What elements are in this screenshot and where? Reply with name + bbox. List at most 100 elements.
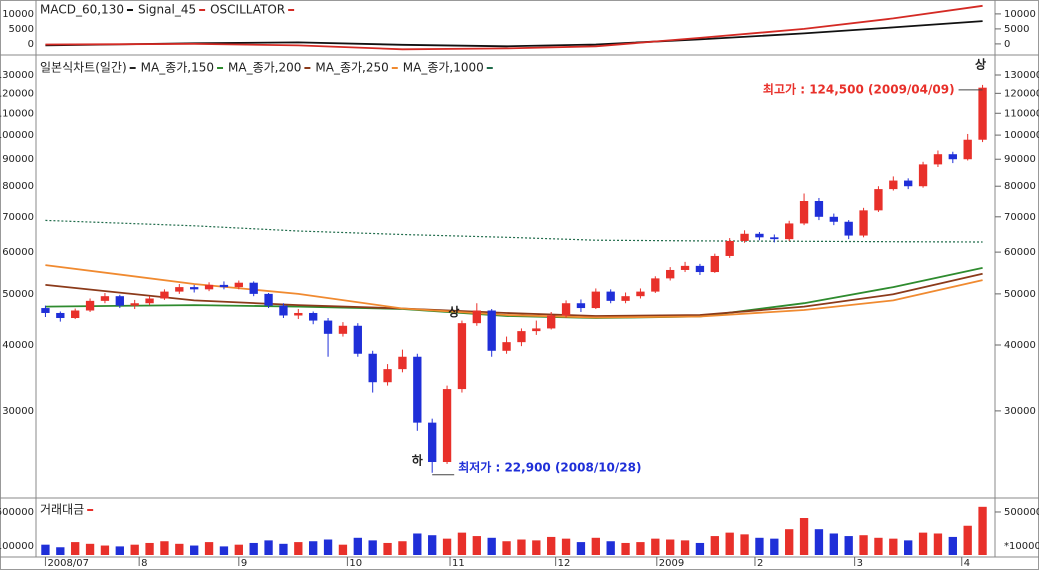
candle-body <box>695 265 705 273</box>
volume-bar <box>948 536 957 555</box>
candle-body <box>442 389 452 463</box>
unit-label: *100000 <box>1004 541 1039 552</box>
candle-body <box>175 287 184 292</box>
y-tick-label: 70000 <box>1004 212 1036 223</box>
x-tick-label: 11 <box>452 558 465 569</box>
y-tick-label: 30000 <box>1004 406 1036 417</box>
y-tick-label: 100000 <box>1004 130 1039 141</box>
y-tick-label: 130000 <box>1004 70 1039 81</box>
legend-label: Signal_45 <box>138 3 196 17</box>
volume-bar <box>933 533 943 555</box>
y-tick-label: 110000 <box>1004 108 1039 119</box>
legend-label: MACD_60,130 <box>40 3 124 17</box>
candle-body <box>978 87 987 140</box>
candle-body <box>279 305 288 316</box>
y-tick-label: 130000 <box>0 70 34 81</box>
y-tick-label: 80000 <box>2 181 34 192</box>
volume-bar <box>56 547 65 555</box>
candle-body <box>710 255 719 273</box>
candle-body <box>829 216 838 222</box>
volume-bar <box>264 540 273 555</box>
volume-bar <box>175 543 184 555</box>
volume-bar <box>487 537 496 555</box>
candle-body <box>323 320 333 334</box>
volume-bar <box>651 538 660 555</box>
unit-label: *100000 <box>0 541 34 552</box>
candle-body <box>725 240 734 256</box>
candle-body <box>115 296 124 306</box>
volume-bar <box>338 544 348 555</box>
volume-bar <box>695 542 705 555</box>
candle-body <box>85 300 95 311</box>
candle-body <box>874 189 883 211</box>
candle-body <box>294 312 303 316</box>
volume-bar <box>190 545 199 555</box>
candle-body <box>576 303 586 309</box>
legend-label: MA_종가,150 <box>141 61 214 75</box>
candle-body <box>591 291 600 309</box>
y-tick-label: 80000 <box>1004 181 1036 192</box>
candle-body <box>532 328 541 332</box>
y-tick-label: 90000 <box>2 154 34 165</box>
volume-bar <box>785 529 794 555</box>
y-tick-label: 40000 <box>2 340 34 351</box>
x-tick-label: 3 <box>857 558 863 569</box>
volume-bar <box>413 533 422 555</box>
legend-label: OSCILLATOR <box>210 3 285 17</box>
volume-bar <box>41 544 50 555</box>
candle-body <box>383 369 392 383</box>
x-tick-label: 2 <box>757 558 763 569</box>
volume-bar <box>71 542 80 555</box>
candle-body <box>621 296 630 301</box>
x-tick-label: 9 <box>241 558 247 569</box>
y-tick-label: 100000 <box>0 130 34 141</box>
candle-body <box>100 296 110 301</box>
candle-body <box>457 323 467 390</box>
volume-bar <box>85 543 95 555</box>
candle-body <box>41 308 50 313</box>
volume-bar <box>859 535 868 555</box>
volume-bar <box>204 542 214 555</box>
candle-body <box>249 282 258 294</box>
y-tick-label: 30000 <box>2 406 34 417</box>
y-tick-label: 0 <box>28 39 34 50</box>
candle-body <box>636 291 645 297</box>
legend-label: 거래대금 <box>40 503 84 517</box>
y-tick-label: 110000 <box>0 108 34 119</box>
volume-bar <box>606 541 615 555</box>
candle-body <box>606 291 615 301</box>
y-tick-label: 60000 <box>1004 247 1036 258</box>
y-tick-label: 70000 <box>2 212 34 223</box>
volume-bar <box>130 544 139 555</box>
line-series <box>45 4 983 51</box>
candle-body <box>130 303 139 306</box>
volume-bar <box>368 540 377 555</box>
volume-bar <box>502 541 511 555</box>
candle-body <box>145 298 154 304</box>
volume-bar <box>740 534 749 555</box>
legend-label: 일본식차트(일간) <box>40 61 127 75</box>
volume-bar <box>666 539 675 555</box>
volume-bar <box>160 541 169 555</box>
volume-bar <box>755 537 764 555</box>
y-tick-label: 50000 <box>2 289 34 300</box>
annotation: 최저가 : 22,900 (2008/10/28) <box>458 459 641 474</box>
volume-bar <box>576 542 586 555</box>
candle-body <box>160 291 169 299</box>
line-series <box>45 219 983 243</box>
y-tick-label: 5000 <box>9 24 34 35</box>
volume-bar <box>398 541 407 555</box>
candle-body <box>428 422 437 463</box>
volume-bar <box>799 518 809 555</box>
legend-label: MA_종가,1000 <box>403 61 484 75</box>
volume-bar <box>918 532 928 555</box>
candle-body <box>963 139 972 160</box>
volume-bar <box>547 536 556 555</box>
y-tick-label: 0 <box>1004 39 1010 50</box>
volume-bar <box>680 540 690 555</box>
candle-body <box>785 223 794 240</box>
y-tick-label: 60000 <box>2 247 34 258</box>
y-tick-label: 120000 <box>1004 88 1039 99</box>
volume-bar <box>234 544 243 555</box>
